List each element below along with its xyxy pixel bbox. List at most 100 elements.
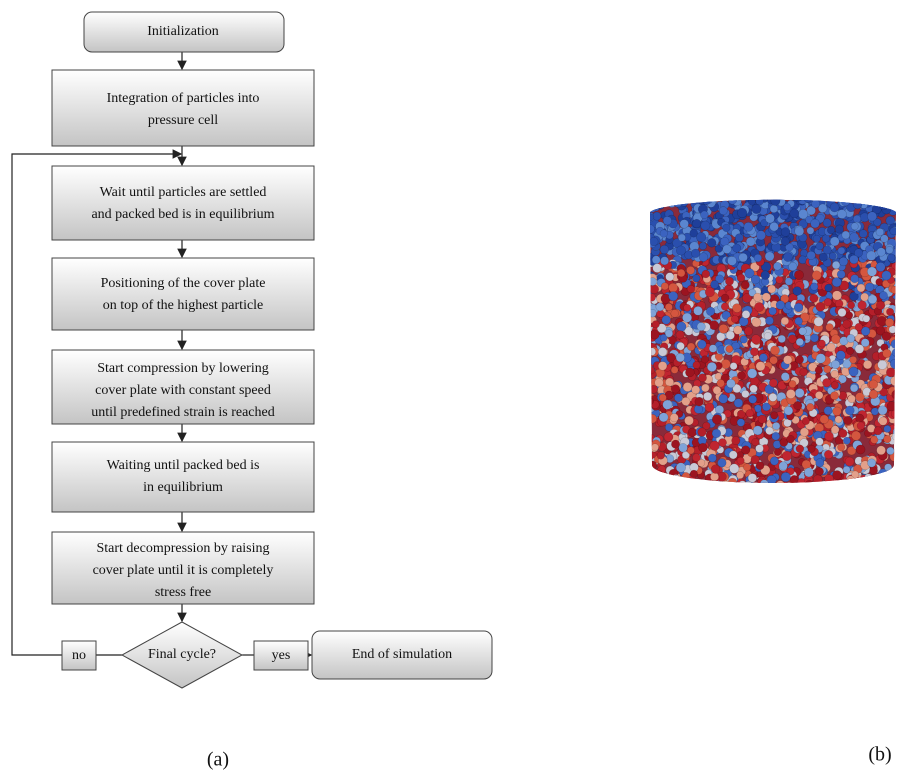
particle	[842, 319, 852, 329]
particle	[824, 450, 834, 460]
particle	[815, 353, 826, 364]
particle	[745, 409, 754, 418]
particle	[879, 291, 888, 300]
particle	[696, 322, 706, 332]
particle	[887, 253, 896, 262]
particle	[734, 199, 744, 201]
particle	[795, 355, 804, 364]
particle	[832, 290, 842, 301]
particle	[823, 406, 833, 416]
particle	[848, 478, 859, 484]
particle	[669, 413, 679, 423]
particle	[797, 199, 806, 201]
node-text: cover plate until it is completely	[93, 563, 274, 578]
particle	[709, 440, 720, 451]
particle	[881, 331, 892, 342]
particle	[752, 425, 763, 436]
particle	[650, 469, 658, 479]
edge-label: no	[72, 648, 86, 663]
particle	[720, 359, 731, 369]
particle	[682, 382, 693, 392]
particle	[670, 199, 680, 202]
particle	[676, 342, 685, 351]
particle	[855, 413, 865, 423]
node-text: cover plate with constant speed	[95, 383, 271, 398]
particle	[795, 199, 804, 202]
particle	[840, 478, 851, 484]
particle	[751, 317, 762, 328]
particle	[856, 283, 866, 293]
particle	[700, 220, 711, 231]
particle	[846, 445, 857, 456]
particle	[823, 298, 833, 307]
particle-packing-image	[650, 199, 896, 484]
particle	[743, 326, 754, 336]
particle	[657, 477, 667, 484]
particle	[869, 466, 878, 475]
particle	[795, 444, 805, 453]
particle	[728, 199, 739, 202]
particle	[689, 469, 698, 478]
particle	[754, 302, 765, 313]
particle	[822, 378, 832, 388]
particle	[733, 325, 743, 335]
particle	[880, 234, 889, 243]
particle	[783, 406, 794, 416]
particle	[867, 211, 878, 222]
particle	[875, 261, 886, 272]
particle	[684, 415, 694, 426]
particle	[740, 280, 750, 290]
particle	[692, 219, 702, 229]
particle	[676, 321, 687, 332]
particle	[650, 473, 656, 483]
particle	[650, 479, 655, 484]
particle	[847, 394, 856, 403]
particle	[845, 405, 855, 416]
particle	[890, 199, 896, 204]
particle	[768, 393, 778, 402]
particle	[675, 462, 686, 473]
particle	[683, 303, 692, 312]
particle	[846, 475, 855, 484]
particle	[747, 473, 758, 483]
particle	[734, 233, 744, 243]
particle	[885, 246, 894, 254]
particle	[886, 401, 896, 412]
particle	[789, 475, 799, 484]
particle	[889, 227, 896, 236]
particle	[852, 199, 863, 210]
particle	[819, 252, 828, 262]
particle	[890, 339, 896, 349]
particle	[830, 369, 839, 379]
particle	[862, 481, 873, 484]
particle	[694, 480, 704, 484]
particle	[834, 224, 844, 234]
particle	[875, 227, 885, 237]
particle	[650, 366, 656, 375]
particle	[686, 342, 696, 351]
particle	[860, 478, 869, 484]
particle	[818, 339, 826, 348]
particle	[700, 355, 709, 364]
particle	[667, 477, 677, 484]
particle	[775, 275, 784, 284]
particle	[751, 334, 761, 345]
particle	[773, 261, 782, 271]
particle	[659, 229, 668, 238]
particle	[824, 431, 834, 442]
particle	[770, 345, 780, 356]
particle	[884, 470, 894, 480]
particle	[766, 474, 777, 484]
particle	[876, 247, 886, 257]
particle	[718, 206, 728, 216]
particle	[865, 282, 875, 292]
particle	[884, 463, 893, 472]
particle	[850, 222, 859, 231]
particle	[759, 479, 769, 484]
particle	[846, 346, 855, 355]
particle	[691, 385, 701, 395]
particle	[685, 367, 695, 378]
particle	[652, 211, 662, 221]
particle	[843, 415, 853, 426]
particle	[692, 361, 701, 369]
